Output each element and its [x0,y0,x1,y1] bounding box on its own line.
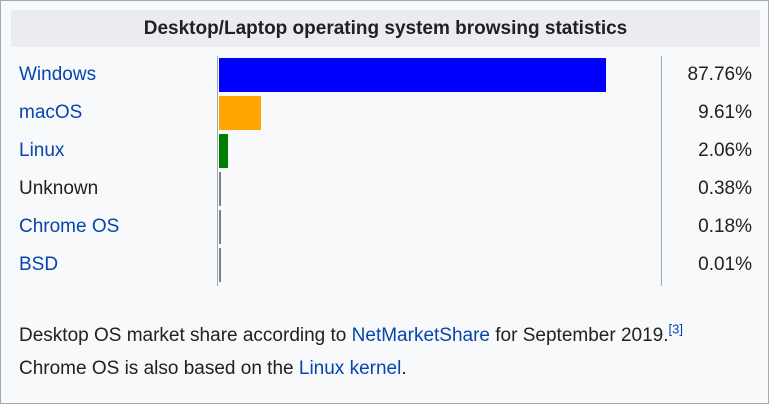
chart-row: BSD 0.01% [1,246,768,284]
caption-text: for September 2019. [490,325,669,346]
bar-macos [219,96,262,130]
linux-kernel-link[interactable]: Linux kernel [298,358,402,379]
chart-row: Linux 2.06% [1,132,768,170]
reference-link[interactable]: [3] [668,321,683,337]
caption-text: . [401,358,407,379]
bar-bsd [219,248,221,282]
percentage-value: 87.76% [687,64,752,85]
bar-windows [219,58,606,92]
chart-caption: Desktop OS market share according to Net… [19,319,754,385]
os-label-linux[interactable]: Linux [19,140,65,161]
percentage-value: 0.18% [698,216,752,237]
os-label-windows[interactable]: Windows [19,64,97,85]
bar-linux [219,134,229,168]
chart-row: Windows 87.76% [1,56,768,94]
chart-row: Chrome OS 0.18% [1,208,768,246]
os-label-macos[interactable]: macOS [19,102,83,123]
netmarketshare-link[interactable]: NetMarketShare [351,325,490,346]
bar-area-left-border [217,56,218,286]
os-label-chrome-os[interactable]: Chrome OS [19,216,120,237]
percentage-value: 0.38% [698,178,752,199]
percentage-value: 2.06% [698,140,752,161]
bar-unknown [219,172,221,206]
chart-row: macOS 9.61% [1,94,768,132]
chart-title: Desktop/Laptop operating system browsing… [11,10,760,47]
os-label-bsd[interactable]: BSD [19,254,59,275]
chart-row: Unknown 0.38% [1,170,768,208]
os-label-unknown: Unknown [19,178,99,199]
caption-text: Chrome OS is also based on the [19,358,299,379]
percentage-column-border [661,56,662,286]
bar-chrome-os [219,210,221,244]
percentage-value: 0.01% [698,254,752,275]
percentage-value: 9.61% [698,102,752,123]
caption-text: Desktop OS market share according to [19,325,352,346]
